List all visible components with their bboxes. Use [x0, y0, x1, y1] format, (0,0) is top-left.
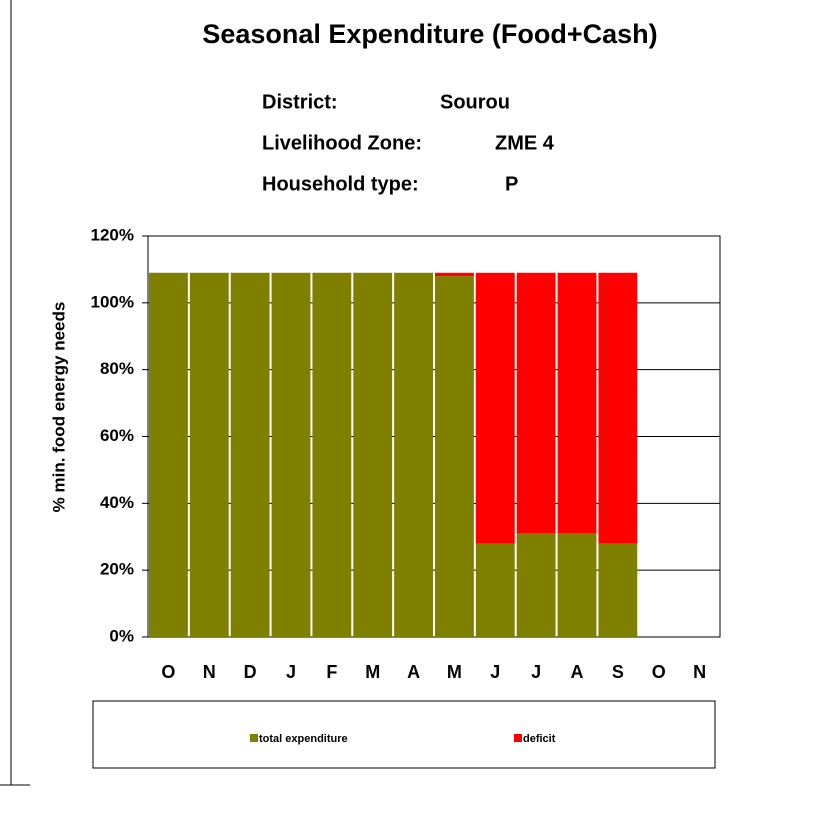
y-tick-label: 60% [100, 426, 134, 445]
chart-title: Seasonal Expenditure (Food+Cash) [202, 19, 657, 49]
legend-label: total expenditure [259, 733, 348, 745]
legend-swatch [514, 734, 522, 742]
info-value: Sourou [440, 91, 510, 113]
bar-segment [598, 543, 638, 637]
x-tick-label: A [571, 662, 584, 682]
bar-segment [189, 272, 229, 637]
bar-segment [475, 272, 515, 544]
x-tick-label: D [244, 662, 257, 682]
legend-label: deficit [523, 733, 556, 745]
y-tick-label: 120% [91, 225, 134, 244]
info-value: ZME 4 [495, 132, 555, 154]
x-tick-label: N [693, 662, 706, 682]
bar-segment [271, 272, 311, 637]
y-tick-label: 80% [100, 359, 134, 378]
bar-segment [435, 272, 474, 277]
info-label: Household type: [262, 173, 419, 195]
bar-segment [557, 533, 597, 637]
x-tick-label: S [612, 662, 624, 682]
info-label: District: [262, 91, 338, 113]
bar-segment [230, 272, 270, 637]
x-tick-label: O [652, 662, 666, 682]
bar-segment [353, 272, 393, 637]
bar-segment [394, 272, 433, 637]
y-axis-title: % min. food energy needs [49, 302, 68, 513]
y-tick-label: 20% [100, 560, 134, 579]
x-tick-label: A [407, 662, 420, 682]
x-tick-label: M [447, 662, 462, 682]
info-label: Livelihood Zone: [262, 132, 422, 154]
x-tick-label: J [490, 662, 500, 682]
legend-box [92, 700, 716, 769]
y-tick-label: 40% [100, 493, 134, 512]
x-tick-label: M [365, 662, 380, 682]
bar-segment [598, 272, 638, 544]
x-tick-label: F [326, 662, 337, 682]
bar-segment [435, 276, 474, 637]
x-tick-label: J [286, 662, 296, 682]
bar-segment [557, 272, 597, 534]
bar-segment [516, 272, 556, 534]
x-tick-label: N [203, 662, 216, 682]
bar-segment [149, 272, 188, 637]
bar-segment [312, 272, 352, 637]
x-tick-label: O [161, 662, 175, 682]
legend-swatch [250, 734, 258, 742]
y-tick-label: 100% [91, 292, 134, 311]
info-value: P [505, 173, 518, 195]
y-tick-label: 0% [109, 626, 134, 645]
x-tick-label: J [531, 662, 541, 682]
bar-segment [516, 533, 556, 637]
bar-segment [475, 543, 515, 637]
